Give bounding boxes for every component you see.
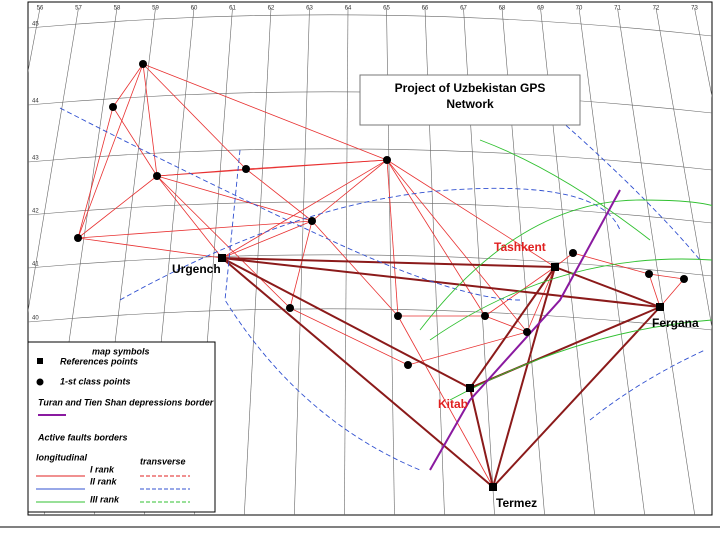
first-class-point [645,270,653,278]
longitude-label: 59 [152,6,159,12]
city-label: Fergana [652,316,699,330]
legend: map symbols References points 1-st class… [28,342,215,512]
legend-square [37,358,43,364]
first-class-point [74,234,82,242]
longitude-label: 58 [114,6,121,12]
legend-text: 1-st class points [60,376,131,386]
longitude-label: 66 [422,6,429,12]
city-label: Tashkent [494,240,546,254]
legend-circle [37,379,44,386]
legend-text: longitudinal [36,452,87,462]
longitude-label: 61 [229,6,236,12]
longitude-label: 73 [691,6,698,12]
city-label: Termez [496,496,537,510]
legend-text: I rank [90,464,115,474]
longitude-label: 68 [499,6,506,12]
latitude-label: 41 [32,262,39,268]
legend-box [28,342,215,512]
longitude-label: 72 [653,6,660,12]
legend-text: II rank [90,476,118,486]
first-class-point [481,312,489,320]
first-class-point [569,249,577,257]
longitude-label: 70 [576,6,583,12]
latitude-label: 44 [32,99,39,105]
legend-heading: map symbols [92,346,150,356]
longitude-label: 65 [383,6,390,12]
title: Network [446,97,494,111]
title: Project of Uzbekistan GPS [395,81,546,95]
longitude-label: 64 [345,6,352,12]
first-class-point [383,156,391,164]
reference-point [466,384,474,392]
longitude-label: 57 [75,6,82,12]
latitude-label: 42 [32,209,39,215]
longitude-label: 67 [460,6,467,12]
first-class-point [523,328,531,336]
longitude-label: 60 [191,6,198,12]
first-class-point [680,275,688,283]
first-class-point [308,217,316,225]
reference-point [489,483,497,491]
city-label: Urgench [172,262,221,276]
first-class-point [153,172,161,180]
first-class-point [286,304,294,312]
longitude-label: 62 [268,6,275,12]
legend-text: Turan and Tien Shan depressions border [38,397,214,407]
longitude-label: 69 [537,6,544,12]
reference-point [551,263,559,271]
first-class-point [394,312,402,320]
first-class-point [242,165,250,173]
longitude-label: 63 [306,6,313,12]
first-class-point [139,60,147,68]
reference-point [218,254,226,262]
city-label: Kitab [438,397,468,411]
latitude-label: 40 [32,316,39,322]
longitude-label: 71 [614,6,621,12]
longitude-label: 56 [37,6,44,12]
legend-text: III rank [90,494,120,504]
reference-point [656,303,664,311]
latitude-label: 45 [32,22,39,28]
legend-text: Active faults borders [37,432,128,442]
legend-text: References points [60,356,138,366]
first-class-point [404,361,412,369]
legend-text: transverse [140,456,186,466]
latitude-label: 43 [32,156,39,162]
first-class-point [109,103,117,111]
